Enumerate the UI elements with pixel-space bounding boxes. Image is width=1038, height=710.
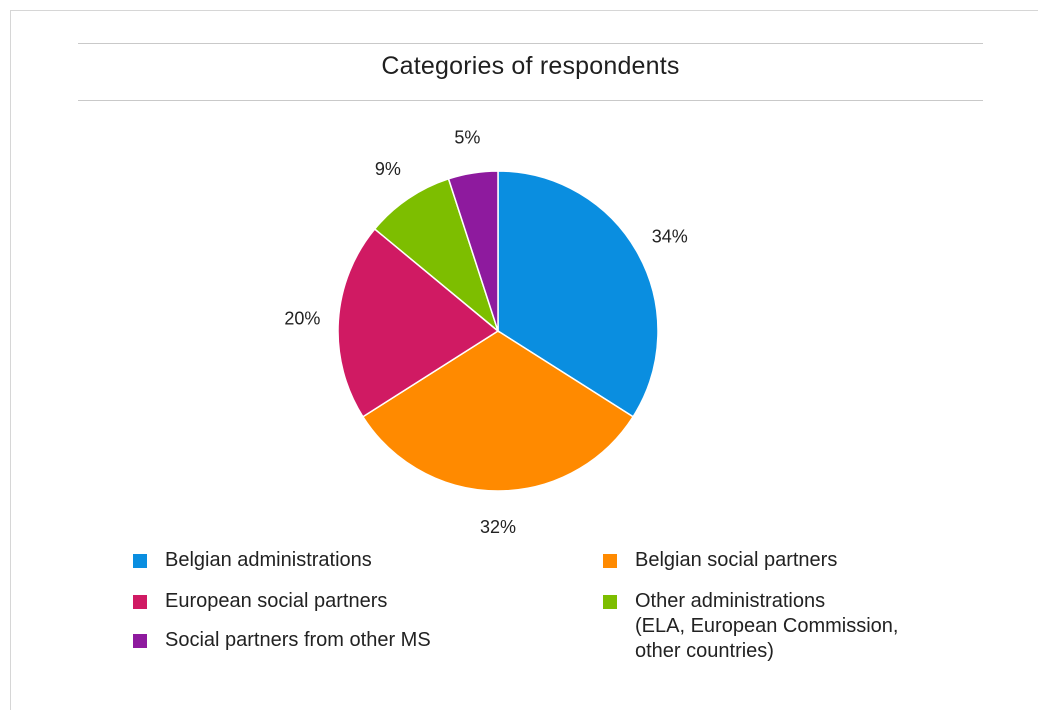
title-rule-top (78, 43, 983, 44)
slice-european-social-partners (337, 227, 500, 418)
slice-belgian-administrations (497, 170, 659, 418)
chart-card (10, 10, 1038, 710)
legend-swatch (133, 634, 147, 648)
legend-item-european-social-partners: European social partners (133, 589, 387, 614)
legend-label: Belgian social partners (635, 549, 838, 571)
legend-label: European social partners (165, 590, 388, 612)
slice-social-partners-other-ms (447, 170, 499, 332)
legend-swatch (603, 595, 617, 609)
slice-percent-label: 9% (375, 159, 401, 179)
slice-belgian-social-partners (361, 330, 635, 492)
legend-label: Belgian administrations (165, 549, 372, 571)
chart-title: Categories of respondents (381, 52, 680, 80)
title-rule-bottom (78, 100, 983, 101)
slice-other-administrations (373, 177, 500, 334)
legend-label: Social partners from other MS (165, 629, 431, 651)
legend-item-social-partners-other-ms: Social partners from other MS (133, 628, 431, 653)
slice-percent-label: 34% (652, 227, 688, 247)
slice-percent-label: 5% (454, 127, 480, 147)
legend-item-other-administrations: Other administrations (ELA, European Com… (603, 589, 898, 664)
legend-swatch (133, 554, 147, 568)
slice-percent-label: 32% (480, 517, 516, 537)
legend-item-belgian-social-partners: Belgian social partners (603, 548, 837, 573)
legend-item-belgian-administrations: Belgian administrations (133, 548, 372, 573)
legend-label: Other administrations (ELA, European Com… (635, 590, 899, 662)
legend-swatch (133, 595, 147, 609)
slice-percent-label: 20% (284, 309, 320, 329)
legend-swatch (603, 554, 617, 568)
legend: Belgian administrations Belgian social p… (133, 548, 993, 688)
